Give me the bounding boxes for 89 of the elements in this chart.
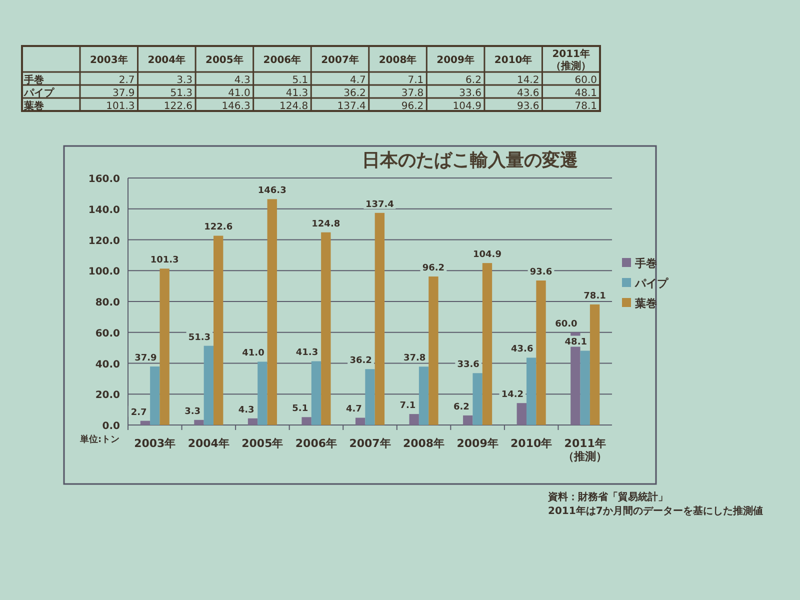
y-tick-label: 0.0 xyxy=(102,421,120,432)
x-tick-label: 2004年 xyxy=(188,437,230,450)
data-label: 43.6 xyxy=(511,344,534,355)
text: パイプ xyxy=(24,88,54,99)
data-label: 4.3 xyxy=(238,405,254,416)
text: 2.7 xyxy=(118,75,135,86)
y-tick-label: 120.0 xyxy=(88,236,120,247)
data-label: 37.9 xyxy=(134,353,157,364)
text: 7.1 xyxy=(408,75,424,86)
text: 33.6 xyxy=(459,88,482,99)
data-label: 5.1 xyxy=(292,404,308,414)
text: 5.1 xyxy=(292,75,308,86)
data-label: 37.8 xyxy=(403,354,426,364)
category-label: 2008年 xyxy=(378,55,417,66)
chart-title: 日本のたばこ輸入量の変遷 xyxy=(362,150,578,171)
x-tick-label: 2008年 xyxy=(402,437,445,450)
data-label: 2.7 xyxy=(130,408,147,418)
data-label: 96.2 xyxy=(422,263,445,274)
data-label: 41.0 xyxy=(242,348,264,359)
data-label: 41.3 xyxy=(296,348,318,358)
y-tick-label: 140.0 xyxy=(88,204,120,216)
data-label: 146.3 xyxy=(258,186,286,196)
category-label: 2003年 xyxy=(90,55,128,66)
text: 124.8 xyxy=(279,101,308,112)
text: 78.1 xyxy=(574,101,597,112)
y-tick-label: 60.0 xyxy=(95,328,120,340)
text: 36.2 xyxy=(344,88,366,99)
text: 137.4 xyxy=(337,101,366,112)
category-label: 2010年 xyxy=(494,55,532,66)
text: 41.3 xyxy=(286,88,308,99)
text: 96.2 xyxy=(401,101,424,112)
y-tick-label: 160.0 xyxy=(88,174,120,185)
text: 93.6 xyxy=(516,101,540,112)
category-label: 2005年 xyxy=(206,55,244,66)
data-label: 101.3 xyxy=(150,256,179,266)
text: 4.7 xyxy=(350,75,366,86)
data-label: 51.3 xyxy=(188,332,211,343)
x-tick-label: 2005年 xyxy=(242,437,284,450)
x-tick-label: 2009年 xyxy=(456,437,498,450)
text: 37.9 xyxy=(112,88,135,99)
data-label: 93.6 xyxy=(530,268,552,278)
text: 122.6 xyxy=(164,101,193,112)
legend-label: パイプ xyxy=(634,277,669,290)
text: 60.0 xyxy=(574,75,597,86)
x-tick-label: 2006年 xyxy=(295,437,338,450)
data-label: 36.2 xyxy=(350,356,372,366)
text: 51.3 xyxy=(170,88,193,99)
category-label: 2011年（推測） xyxy=(551,49,592,72)
data-label: 48.1 xyxy=(564,338,588,348)
y-tick-label: 80.0 xyxy=(95,298,120,308)
text: 2011年は7か月間のデーターを基にした推測値 xyxy=(548,505,763,517)
text: 41.0 xyxy=(228,88,250,99)
text: 104.9 xyxy=(452,101,482,112)
y-tick-label: 20.0 xyxy=(95,390,120,402)
text: 4.3 xyxy=(234,75,250,86)
x-tick-label: 2011年（推測） xyxy=(563,437,608,464)
category-label: 2004年 xyxy=(148,55,186,66)
text: 101.3 xyxy=(106,101,135,112)
text: 3.3 xyxy=(176,75,193,86)
data-label: 78.1 xyxy=(584,291,606,302)
text: 単位:トン xyxy=(79,434,120,445)
data-label: 104.9 xyxy=(473,250,502,260)
data-label: 122.6 xyxy=(204,222,233,233)
data-label: 14.2 xyxy=(501,390,524,400)
x-tick-label: 2003年 xyxy=(134,437,176,450)
text: 6.2 xyxy=(466,75,482,86)
data-label: 137.4 xyxy=(365,200,394,210)
category-label: 2007年 xyxy=(321,55,359,66)
category-label: 2006年 xyxy=(263,55,302,66)
data-label: 4.7 xyxy=(346,404,362,415)
text: 手巻 xyxy=(24,75,44,86)
text: 48.1 xyxy=(574,88,597,99)
y-tick-label: 100.0 xyxy=(88,266,120,278)
text: 43.6 xyxy=(516,88,540,99)
data-label: 33.6 xyxy=(457,360,480,370)
data-label: 60.0 xyxy=(555,319,578,330)
x-tick-label: 2007年 xyxy=(349,437,391,450)
data-label: 124.8 xyxy=(312,219,340,230)
data-label: 3.3 xyxy=(184,406,201,417)
category-label: 2009年 xyxy=(436,55,474,66)
text: 資料：財務省「貿易統計」 xyxy=(547,491,668,503)
text: 葉巻 xyxy=(24,101,44,112)
data-label: 7.1 xyxy=(400,401,416,412)
text: 37.8 xyxy=(401,88,424,99)
data-label: 6.2 xyxy=(454,402,470,412)
y-tick-label: 40.0 xyxy=(95,359,120,370)
text: 14.2 xyxy=(516,75,540,86)
x-tick-label: 2010年 xyxy=(510,437,552,450)
text: 146.3 xyxy=(222,101,250,112)
